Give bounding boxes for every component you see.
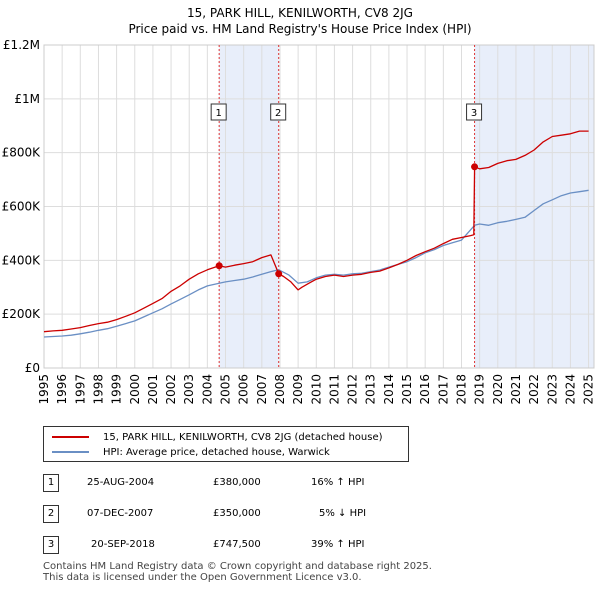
sale-price: £350,000 xyxy=(213,508,261,519)
sale-point xyxy=(215,262,223,270)
sale-number-label: 1 xyxy=(215,108,221,119)
sale-price: £747,500 xyxy=(213,539,261,550)
sale-badge: 1 xyxy=(43,474,59,492)
y-tick-label: £1M xyxy=(14,92,40,106)
x-tick-label: 2008 xyxy=(273,374,287,405)
footer: Contains HM Land Registry data © Crown c… xyxy=(43,561,432,583)
sale-number-box xyxy=(210,103,227,121)
footer-copyright: Contains HM Land Registry data © Crown c… xyxy=(43,561,432,572)
legend-label-hpi: HPI: Average price, detached house, Warw… xyxy=(103,446,330,458)
sale-hpi-change: 5% ↓ HPI xyxy=(319,508,367,519)
sale-date: 07-DEC-2007 xyxy=(87,508,154,519)
x-tick-label: 2013 xyxy=(364,374,378,405)
x-tick-label: 2010 xyxy=(309,374,323,405)
x-tick-label: 2005 xyxy=(219,374,233,405)
x-tick-label: 1996 xyxy=(55,374,69,405)
x-tick-label: 1995 xyxy=(37,374,51,405)
chart-subtitle: Price paid vs. HM Land Registry's House … xyxy=(128,22,472,36)
plot-area xyxy=(43,44,595,369)
sale-hpi-change: 16% ↑ HPI xyxy=(311,477,365,488)
x-tick-label: 2012 xyxy=(346,374,360,405)
price-chart: £0 £200K £400K £600K £800K £1M £1.2M 1995 1996 19… xyxy=(2,38,596,405)
x-tick-label: 2016 xyxy=(418,374,432,405)
x-tick-label: 2011 xyxy=(327,374,341,405)
x-tick-label: 2015 xyxy=(400,374,414,405)
x-tick-label: 2018 xyxy=(454,374,468,405)
x-tick-label: 2014 xyxy=(382,374,396,405)
x-tick-label: 1999 xyxy=(110,374,124,405)
hpi-line xyxy=(43,189,589,338)
x-tick-label: 2019 xyxy=(473,374,487,405)
sale-badge: 3 xyxy=(43,536,59,554)
x-tick-label: 2020 xyxy=(491,374,505,405)
footer-licence: This data is licensed under the Open Gov… xyxy=(43,572,362,583)
sale-badge: 2 xyxy=(43,505,59,523)
x-tick-label: 2022 xyxy=(527,374,541,405)
sale-number-box xyxy=(270,103,287,121)
x-tick-label: 1997 xyxy=(73,374,87,405)
sale-number-label: 2 xyxy=(275,108,281,119)
legend-label-price: 15, PARK HILL, KENILWORTH, CV8 2JG (deta… xyxy=(103,431,383,443)
sale-price: £380,000 xyxy=(213,477,261,488)
x-tick-label: 2002 xyxy=(164,374,178,405)
sale-hpi-change: 39% ↑ HPI xyxy=(311,539,365,550)
y-tick-label: £800K xyxy=(2,146,42,160)
y-tick-label: £1.2M xyxy=(3,38,40,52)
x-tick-label: 2025 xyxy=(582,374,596,405)
sale-row: 1 25-AUG-2004 £380,000 16% ↑ HPI xyxy=(43,474,443,492)
y-tick-label: £200K xyxy=(2,307,42,321)
x-tick-label: 2023 xyxy=(545,374,559,405)
y-tick-label: £0 xyxy=(25,361,40,375)
x-tick-label: 2009 xyxy=(291,374,305,405)
x-tick-label: 2007 xyxy=(255,374,269,405)
chart-title: 15, PARK HILL, KENILWORTH, CV8 2JG xyxy=(187,6,413,20)
sale-point xyxy=(471,163,479,171)
x-tick-label: 2001 xyxy=(146,374,160,405)
legend-item-price: 15, PARK HILL, KENILWORTH, CV8 2JG (deta… xyxy=(52,430,383,444)
price-paid-line xyxy=(43,130,589,333)
x-tick-label: 1998 xyxy=(91,374,105,405)
legend-item-hpi: HPI: Average price, detached house, Warw… xyxy=(52,445,330,459)
x-tick-label: 2024 xyxy=(563,374,577,405)
x-tick-label: 2000 xyxy=(128,374,142,405)
x-tick-label: 2003 xyxy=(182,374,196,405)
x-tick-label: 2006 xyxy=(237,374,251,405)
y-tick-label: £400K xyxy=(2,253,42,267)
legend-swatch-price xyxy=(52,436,89,438)
sale-number-box xyxy=(466,103,483,121)
x-tick-label: 2017 xyxy=(436,374,450,405)
sale-number-label: 3 xyxy=(471,108,477,119)
legend: 15, PARK HILL, KENILWORTH, CV8 2JG (deta… xyxy=(43,426,409,462)
sale-row: 3 20-SEP-2018 £747,500 39% ↑ HPI xyxy=(43,536,443,554)
sale-date: 25-AUG-2004 xyxy=(87,477,155,488)
sale-row: 2 07-DEC-2007 £350,000 5% ↓ HPI xyxy=(43,505,443,523)
sale-point xyxy=(275,270,283,278)
x-tick-label: 2021 xyxy=(509,374,523,405)
legend-swatch-hpi xyxy=(52,451,89,453)
y-tick-label: £600K xyxy=(2,200,42,214)
x-tick-label: 2004 xyxy=(200,374,214,405)
sale-date: 20-SEP-2018 xyxy=(91,539,155,550)
